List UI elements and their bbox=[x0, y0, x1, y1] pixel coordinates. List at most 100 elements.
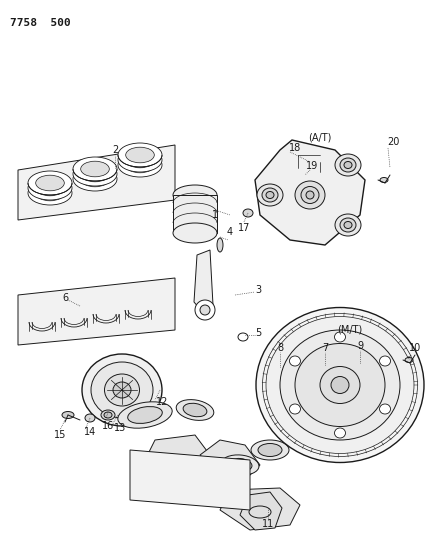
Text: 9: 9 bbox=[357, 341, 363, 351]
Ellipse shape bbox=[266, 191, 274, 198]
Ellipse shape bbox=[176, 400, 214, 421]
Ellipse shape bbox=[289, 356, 300, 366]
Ellipse shape bbox=[73, 157, 117, 181]
Ellipse shape bbox=[28, 176, 72, 200]
Ellipse shape bbox=[128, 407, 162, 423]
Ellipse shape bbox=[295, 343, 385, 426]
Ellipse shape bbox=[118, 148, 162, 172]
Polygon shape bbox=[173, 195, 217, 233]
Ellipse shape bbox=[301, 187, 319, 204]
Ellipse shape bbox=[81, 166, 109, 182]
Text: 17: 17 bbox=[238, 223, 250, 233]
Ellipse shape bbox=[73, 167, 117, 191]
Text: 18: 18 bbox=[289, 143, 301, 153]
Ellipse shape bbox=[335, 428, 345, 438]
Ellipse shape bbox=[118, 153, 162, 177]
Ellipse shape bbox=[91, 362, 153, 418]
Ellipse shape bbox=[380, 177, 388, 182]
Ellipse shape bbox=[405, 358, 413, 362]
Ellipse shape bbox=[81, 161, 109, 177]
Ellipse shape bbox=[238, 333, 248, 341]
Ellipse shape bbox=[118, 143, 162, 167]
Ellipse shape bbox=[85, 414, 95, 422]
Text: (M/T): (M/T) bbox=[337, 325, 363, 335]
Ellipse shape bbox=[104, 374, 140, 406]
Ellipse shape bbox=[340, 158, 356, 172]
Ellipse shape bbox=[195, 300, 215, 320]
Ellipse shape bbox=[104, 412, 112, 418]
Ellipse shape bbox=[295, 181, 325, 209]
Ellipse shape bbox=[266, 317, 414, 454]
Text: 19: 19 bbox=[306, 161, 318, 171]
Ellipse shape bbox=[126, 152, 155, 168]
Ellipse shape bbox=[280, 330, 400, 440]
Ellipse shape bbox=[173, 185, 217, 205]
Ellipse shape bbox=[335, 332, 345, 342]
Ellipse shape bbox=[344, 161, 352, 168]
Ellipse shape bbox=[36, 180, 64, 196]
Ellipse shape bbox=[217, 238, 223, 252]
Text: 10: 10 bbox=[409, 343, 421, 353]
Ellipse shape bbox=[228, 458, 252, 472]
Text: 4: 4 bbox=[227, 227, 233, 237]
Ellipse shape bbox=[335, 214, 361, 236]
Text: (A/T): (A/T) bbox=[308, 133, 332, 143]
Ellipse shape bbox=[81, 171, 109, 187]
Ellipse shape bbox=[340, 218, 356, 232]
Polygon shape bbox=[220, 488, 300, 530]
Text: 14: 14 bbox=[84, 427, 96, 437]
Ellipse shape bbox=[126, 147, 155, 163]
Text: 1: 1 bbox=[212, 210, 218, 220]
Ellipse shape bbox=[221, 455, 259, 475]
Text: 3: 3 bbox=[255, 285, 261, 295]
Ellipse shape bbox=[380, 356, 390, 366]
Ellipse shape bbox=[28, 171, 72, 195]
Ellipse shape bbox=[380, 404, 390, 414]
Polygon shape bbox=[18, 278, 175, 345]
Ellipse shape bbox=[249, 506, 271, 518]
Ellipse shape bbox=[289, 404, 300, 414]
Text: 2: 2 bbox=[112, 145, 118, 155]
Text: 13: 13 bbox=[114, 423, 126, 433]
Ellipse shape bbox=[36, 185, 64, 201]
Polygon shape bbox=[194, 250, 213, 315]
Polygon shape bbox=[130, 450, 250, 510]
Ellipse shape bbox=[118, 402, 172, 428]
Ellipse shape bbox=[335, 154, 361, 176]
Polygon shape bbox=[255, 140, 365, 245]
Ellipse shape bbox=[126, 157, 155, 173]
Ellipse shape bbox=[306, 191, 314, 199]
Text: 16: 16 bbox=[102, 421, 114, 431]
Polygon shape bbox=[240, 492, 282, 530]
Ellipse shape bbox=[73, 162, 117, 186]
Ellipse shape bbox=[82, 354, 162, 426]
Ellipse shape bbox=[262, 188, 278, 202]
Ellipse shape bbox=[257, 184, 283, 206]
Ellipse shape bbox=[331, 376, 349, 393]
Text: 8: 8 bbox=[277, 343, 283, 353]
Text: 20: 20 bbox=[387, 137, 399, 147]
Ellipse shape bbox=[251, 440, 289, 460]
Ellipse shape bbox=[36, 175, 64, 191]
Ellipse shape bbox=[256, 308, 424, 463]
Polygon shape bbox=[18, 145, 175, 220]
Text: 6: 6 bbox=[62, 293, 68, 303]
Ellipse shape bbox=[113, 382, 131, 398]
Text: 7: 7 bbox=[322, 343, 328, 353]
Text: 11: 11 bbox=[262, 519, 274, 529]
Ellipse shape bbox=[200, 305, 210, 315]
Ellipse shape bbox=[183, 403, 207, 417]
Ellipse shape bbox=[173, 223, 217, 243]
Ellipse shape bbox=[258, 443, 282, 456]
Ellipse shape bbox=[62, 411, 74, 418]
Ellipse shape bbox=[344, 222, 352, 229]
Text: 12: 12 bbox=[156, 397, 168, 407]
Text: 15: 15 bbox=[54, 430, 66, 440]
Ellipse shape bbox=[28, 181, 72, 205]
Ellipse shape bbox=[243, 209, 253, 217]
Ellipse shape bbox=[320, 367, 360, 403]
Text: 7758  500: 7758 500 bbox=[10, 18, 71, 28]
Ellipse shape bbox=[101, 410, 115, 420]
Text: 5: 5 bbox=[255, 328, 261, 338]
Polygon shape bbox=[200, 440, 260, 480]
